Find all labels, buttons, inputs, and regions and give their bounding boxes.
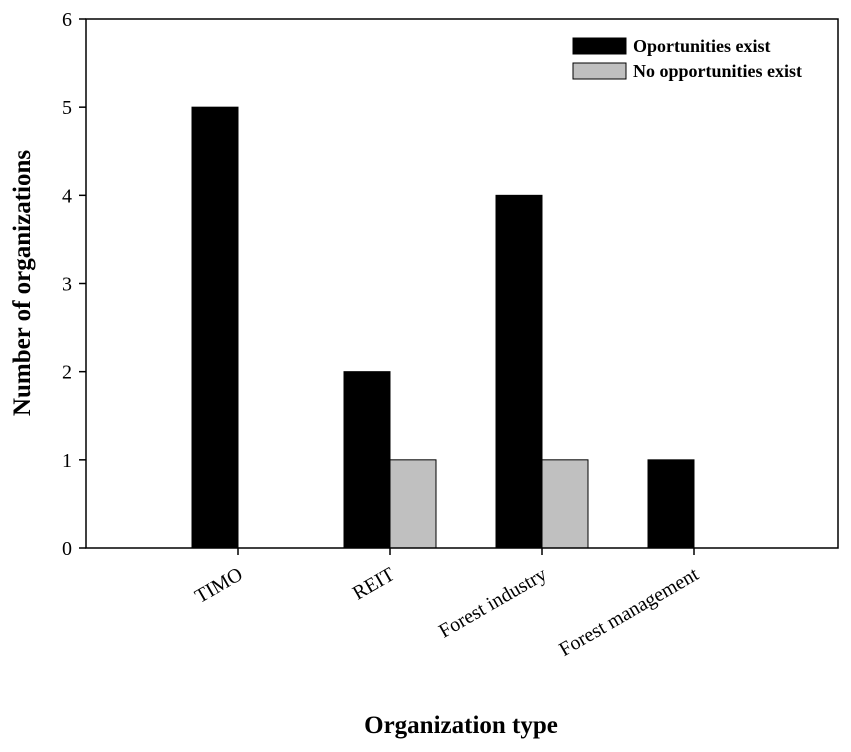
y-tick-label: 5 [62,97,72,119]
x-axis-title: Organization type [364,712,558,739]
legend-swatch [572,62,627,80]
y-tick-label: 2 [62,362,72,384]
x-tick-label: Forest industry [435,563,550,642]
bar-forest-industry-series-2 [541,459,589,549]
y-axis-title: Number of organizations [9,150,36,416]
y-tick-label: 0 [62,538,72,560]
bar-forest-management-series-1 [647,459,695,549]
y-axis-ticks: 0 1 2 3 4 5 6 [62,9,86,560]
y-tick-label: 3 [62,274,72,296]
legend-label: Oportunities exist [633,36,771,56]
bars-group [191,106,695,549]
bar-forest-industry-series-1 [495,194,543,549]
y-tick-label: 1 [62,450,72,472]
x-tick-label: REIT [349,563,398,604]
y-tick-label: 4 [62,185,72,207]
x-axis-ticks: TIMO REIT Forest industry Forest management [191,548,703,661]
y-tick-label: 6 [62,9,72,31]
bar-reit-series-2 [389,459,437,549]
x-tick-label: Forest management [555,563,703,661]
legend: Oportunities exist No opportunities exist [572,36,802,81]
legend-swatch [572,37,627,55]
bar-timo-series-1 [191,106,239,549]
bar-reit-series-1 [343,371,391,549]
legend-label: No opportunities exist [633,61,802,81]
x-tick-label: TIMO [191,563,246,608]
